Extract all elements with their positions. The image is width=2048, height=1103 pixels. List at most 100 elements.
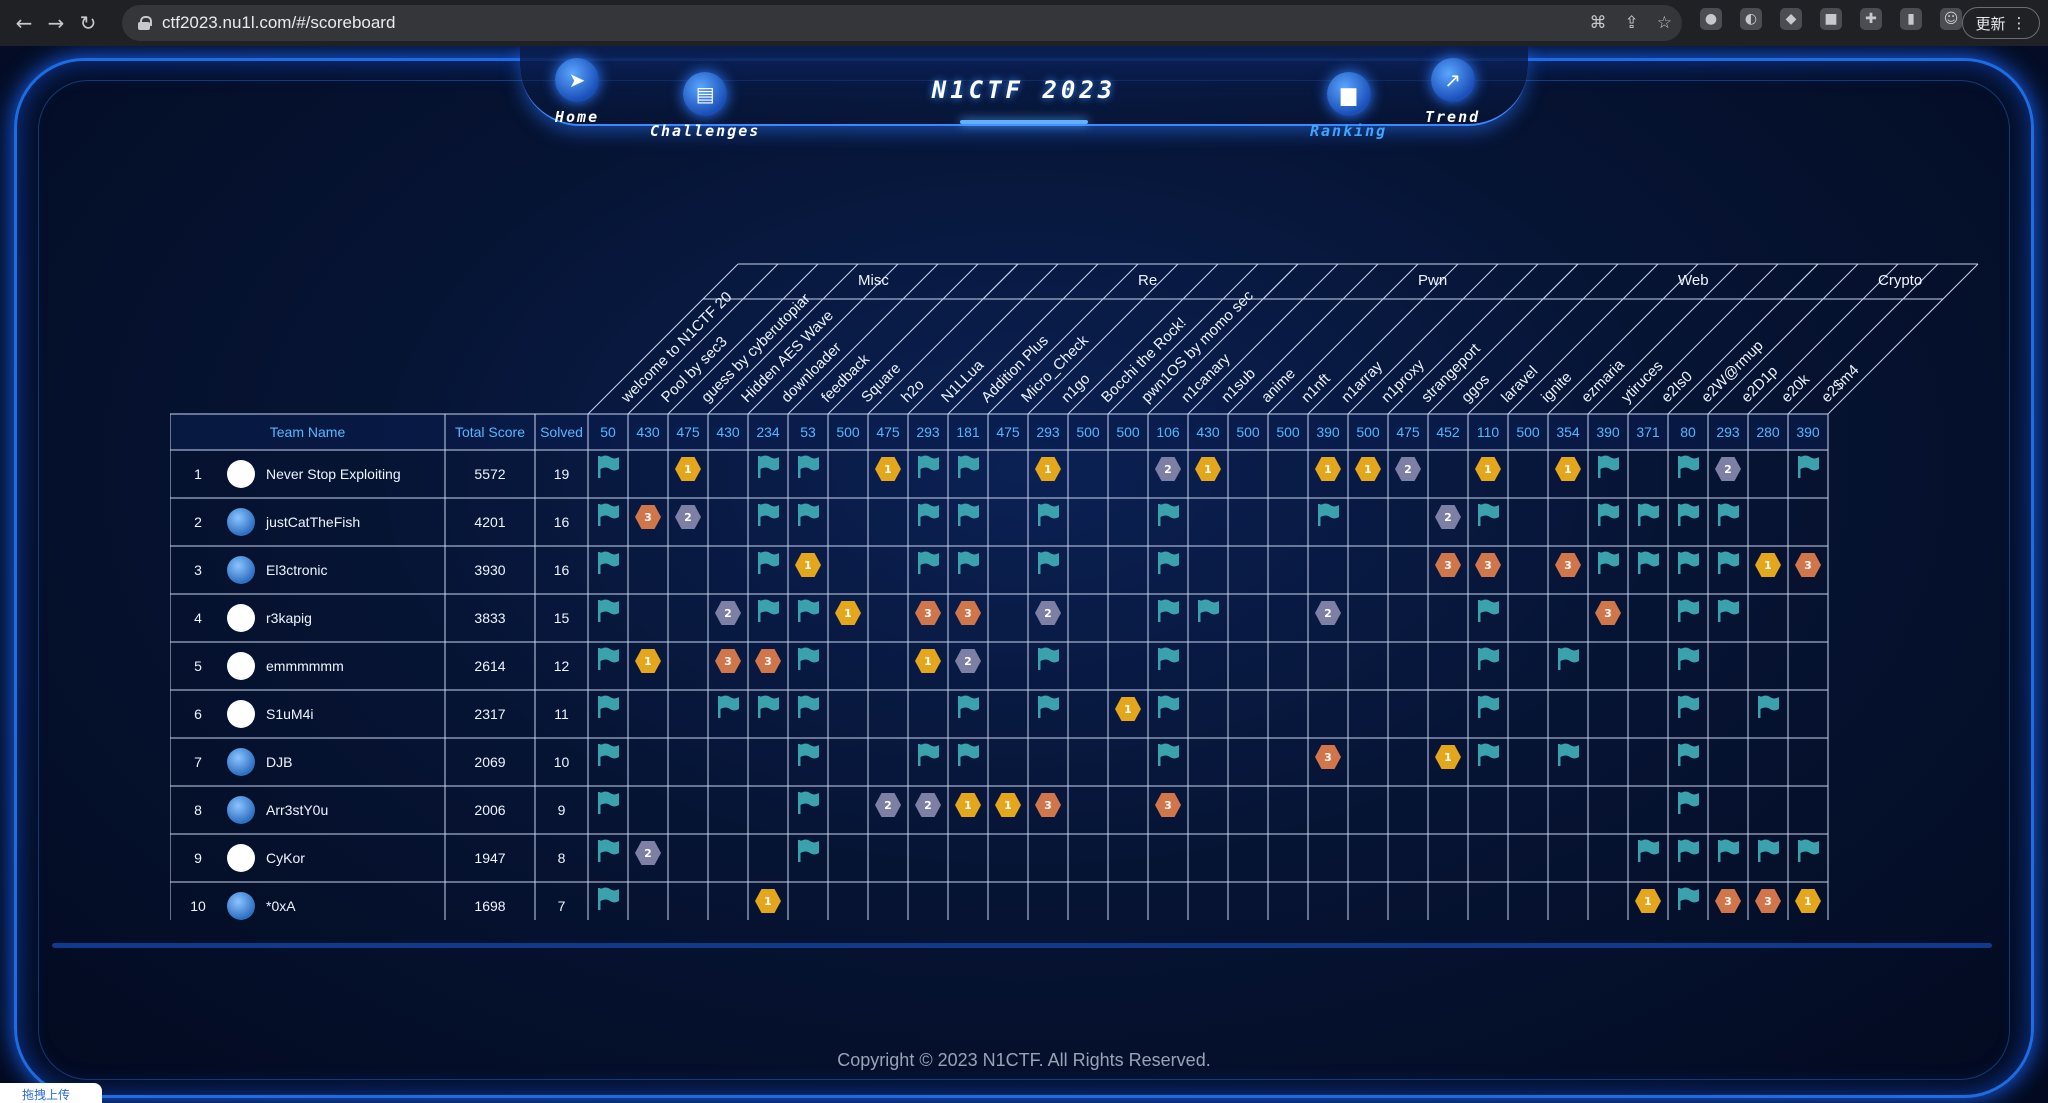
forward-arrow-icon[interactable]: → bbox=[47, 11, 65, 35]
solved-flag-icon bbox=[598, 743, 619, 766]
cookie-extension-icon[interactable]: ● bbox=[1700, 8, 1722, 30]
solved-flag-icon bbox=[958, 743, 979, 766]
share-icon[interactable]: ⇪ bbox=[1624, 13, 1639, 33]
team-name[interactable]: Arr3stY0u bbox=[266, 802, 329, 818]
team-rank: 3 bbox=[194, 562, 202, 578]
team-name[interactable]: r3kapig bbox=[266, 610, 312, 626]
team-rank: 5 bbox=[194, 658, 202, 674]
scoreboard-table: Misc Re Pwn Web Crypto welcome to N1CTF 20 Po… bbox=[170, 170, 2010, 920]
challenge-points-header: 452 bbox=[1436, 424, 1460, 440]
blood-medal-3-icon: 3 bbox=[1035, 793, 1061, 817]
profile-avatar-icon[interactable]: ☺ bbox=[1940, 8, 1962, 30]
challenge-points-header: 354 bbox=[1556, 424, 1580, 440]
bar-chart-icon: ▆ bbox=[1326, 72, 1371, 116]
team-solved-count: 8 bbox=[557, 850, 566, 866]
challenge-points-header: 475 bbox=[876, 424, 900, 440]
challenge-points-header: 500 bbox=[1516, 424, 1540, 440]
extension-badge-icon[interactable]: ◐ bbox=[1740, 8, 1762, 30]
solved-flag-icon bbox=[798, 695, 819, 718]
nav-trend[interactable]: ↗ Trend bbox=[1425, 58, 1480, 126]
blood-medal-1-icon: 1 bbox=[1555, 457, 1581, 481]
solved-flag-icon bbox=[1558, 743, 1579, 766]
solved-flag-icon bbox=[798, 599, 819, 622]
url-text[interactable]: ctf2023.nu1l.com/#/scoreboard bbox=[162, 13, 396, 32]
blood-medal-1-icon: 1 bbox=[1035, 457, 1061, 481]
title-underline bbox=[960, 120, 1088, 124]
blood-medal-2-icon: 2 bbox=[675, 505, 701, 529]
team-name[interactable]: emmmmmm bbox=[266, 658, 344, 674]
solved-flag-icon bbox=[1598, 551, 1619, 574]
solved-flag-icon bbox=[1638, 839, 1659, 862]
challenge-points-header: 181 bbox=[956, 424, 980, 440]
challenge-points-header: 390 bbox=[1316, 424, 1340, 440]
challenge-points-header: 371 bbox=[1636, 424, 1660, 440]
team-solved-count: 9 bbox=[557, 802, 566, 818]
solved-flag-icon bbox=[1478, 503, 1499, 526]
solved-flag-icon bbox=[918, 455, 939, 478]
blood-medal-3-icon: 3 bbox=[1475, 553, 1501, 577]
team-rank: 7 bbox=[194, 754, 202, 770]
blood-medal-1-icon: 1 bbox=[955, 793, 981, 817]
solved-flag-icon bbox=[1038, 695, 1059, 718]
team-avatar bbox=[227, 700, 255, 728]
blood-medal-1-icon: 1 bbox=[1475, 457, 1501, 481]
team-name[interactable]: DJB bbox=[266, 754, 293, 770]
solved-flag-icon bbox=[1038, 503, 1059, 526]
blood-medal-3-icon: 3 bbox=[1435, 553, 1461, 577]
team-name[interactable]: S1uM4i bbox=[266, 706, 314, 722]
solved-flag-icon bbox=[1718, 839, 1739, 862]
blood-medal-2-icon: 2 bbox=[715, 601, 741, 625]
reload-icon[interactable]: ↻ bbox=[79, 11, 97, 35]
team-solved-count: 15 bbox=[553, 610, 570, 626]
browser-toolbar: ← → ↻ ctf2023.nu1l.com/#/scoreboard ⌘ ⇪ … bbox=[0, 0, 2048, 46]
blood-medal-2-icon: 2 bbox=[1155, 457, 1181, 481]
solved-flag-icon bbox=[1158, 695, 1179, 718]
puzzle-extensions-icon[interactable]: ✚ bbox=[1860, 8, 1882, 30]
solved-flag-icon bbox=[1598, 503, 1619, 526]
solved-flag-icon bbox=[718, 695, 739, 718]
team-name[interactable]: *0xA bbox=[266, 898, 296, 914]
team-name[interactable]: CyKor bbox=[266, 850, 305, 866]
nav-home[interactable]: ➤ Home bbox=[555, 58, 600, 126]
solved-flag-icon bbox=[1638, 503, 1659, 526]
solved-flag-icon bbox=[1558, 647, 1579, 670]
solved-flag-icon bbox=[758, 695, 779, 718]
back-arrow-icon[interactable]: ← bbox=[15, 11, 33, 35]
team-name[interactable]: justCatTheFish bbox=[266, 514, 361, 530]
team-name[interactable]: El3ctronic bbox=[266, 562, 328, 578]
footer-copyright: Copyright © 2023 N1CTF. All Rights Reser… bbox=[837, 1050, 1211, 1070]
nav-ranking[interactable]: ▆ Ranking bbox=[1310, 72, 1387, 140]
blood-medal-2-icon: 2 bbox=[955, 649, 981, 673]
blood-medal-3-icon: 3 bbox=[915, 601, 941, 625]
drag-upload-tab[interactable]: 拖拽上传 bbox=[0, 1083, 102, 1103]
solved-flag-icon bbox=[1678, 839, 1699, 862]
bookmark-star-icon[interactable]: ☆ bbox=[1656, 13, 1672, 33]
team-solved-count: 7 bbox=[557, 898, 566, 914]
update-button[interactable]: 更新 ⋮ bbox=[1962, 7, 2040, 39]
team-avatar bbox=[227, 604, 255, 632]
blood-medal-3-icon: 3 bbox=[635, 505, 661, 529]
extension-purple-icon[interactable]: ◆ bbox=[1780, 8, 1802, 30]
blood-medal-1-icon: 1 bbox=[875, 457, 901, 481]
challenge-points-header: 106 bbox=[1156, 424, 1180, 440]
solved-flag-icon bbox=[598, 551, 619, 574]
translate-icon[interactable]: ⌘ bbox=[1589, 13, 1607, 33]
solved-flag-icon bbox=[1798, 455, 1819, 478]
solved-flag-icon bbox=[1158, 599, 1179, 622]
nav-challenges[interactable]: ▤ Challenges bbox=[650, 72, 760, 140]
solved-flag-icon bbox=[1318, 503, 1339, 526]
team-name[interactable]: Never Stop Exploiting bbox=[266, 466, 401, 482]
challenge-points-header: 293 bbox=[1036, 424, 1060, 440]
side-panel-icon[interactable]: ▮ bbox=[1900, 8, 1922, 30]
team-total-score: 4201 bbox=[474, 514, 506, 530]
team-solved-count: 19 bbox=[553, 466, 570, 482]
address-bar[interactable]: ctf2023.nu1l.com/#/scoreboard ⌘ ⇪ ☆ bbox=[122, 5, 1682, 41]
team-total-score: 3833 bbox=[474, 610, 506, 626]
nav-ranking-label: Ranking bbox=[1310, 122, 1388, 140]
blood-medal-3-icon: 3 bbox=[955, 601, 981, 625]
team-avatar bbox=[227, 796, 255, 824]
challenge-points-header: 430 bbox=[1196, 424, 1220, 440]
total-score-header: Total Score bbox=[454, 424, 526, 440]
extension-dark-icon[interactable]: ■ bbox=[1820, 8, 1842, 30]
solved-flag-icon bbox=[1718, 551, 1739, 574]
